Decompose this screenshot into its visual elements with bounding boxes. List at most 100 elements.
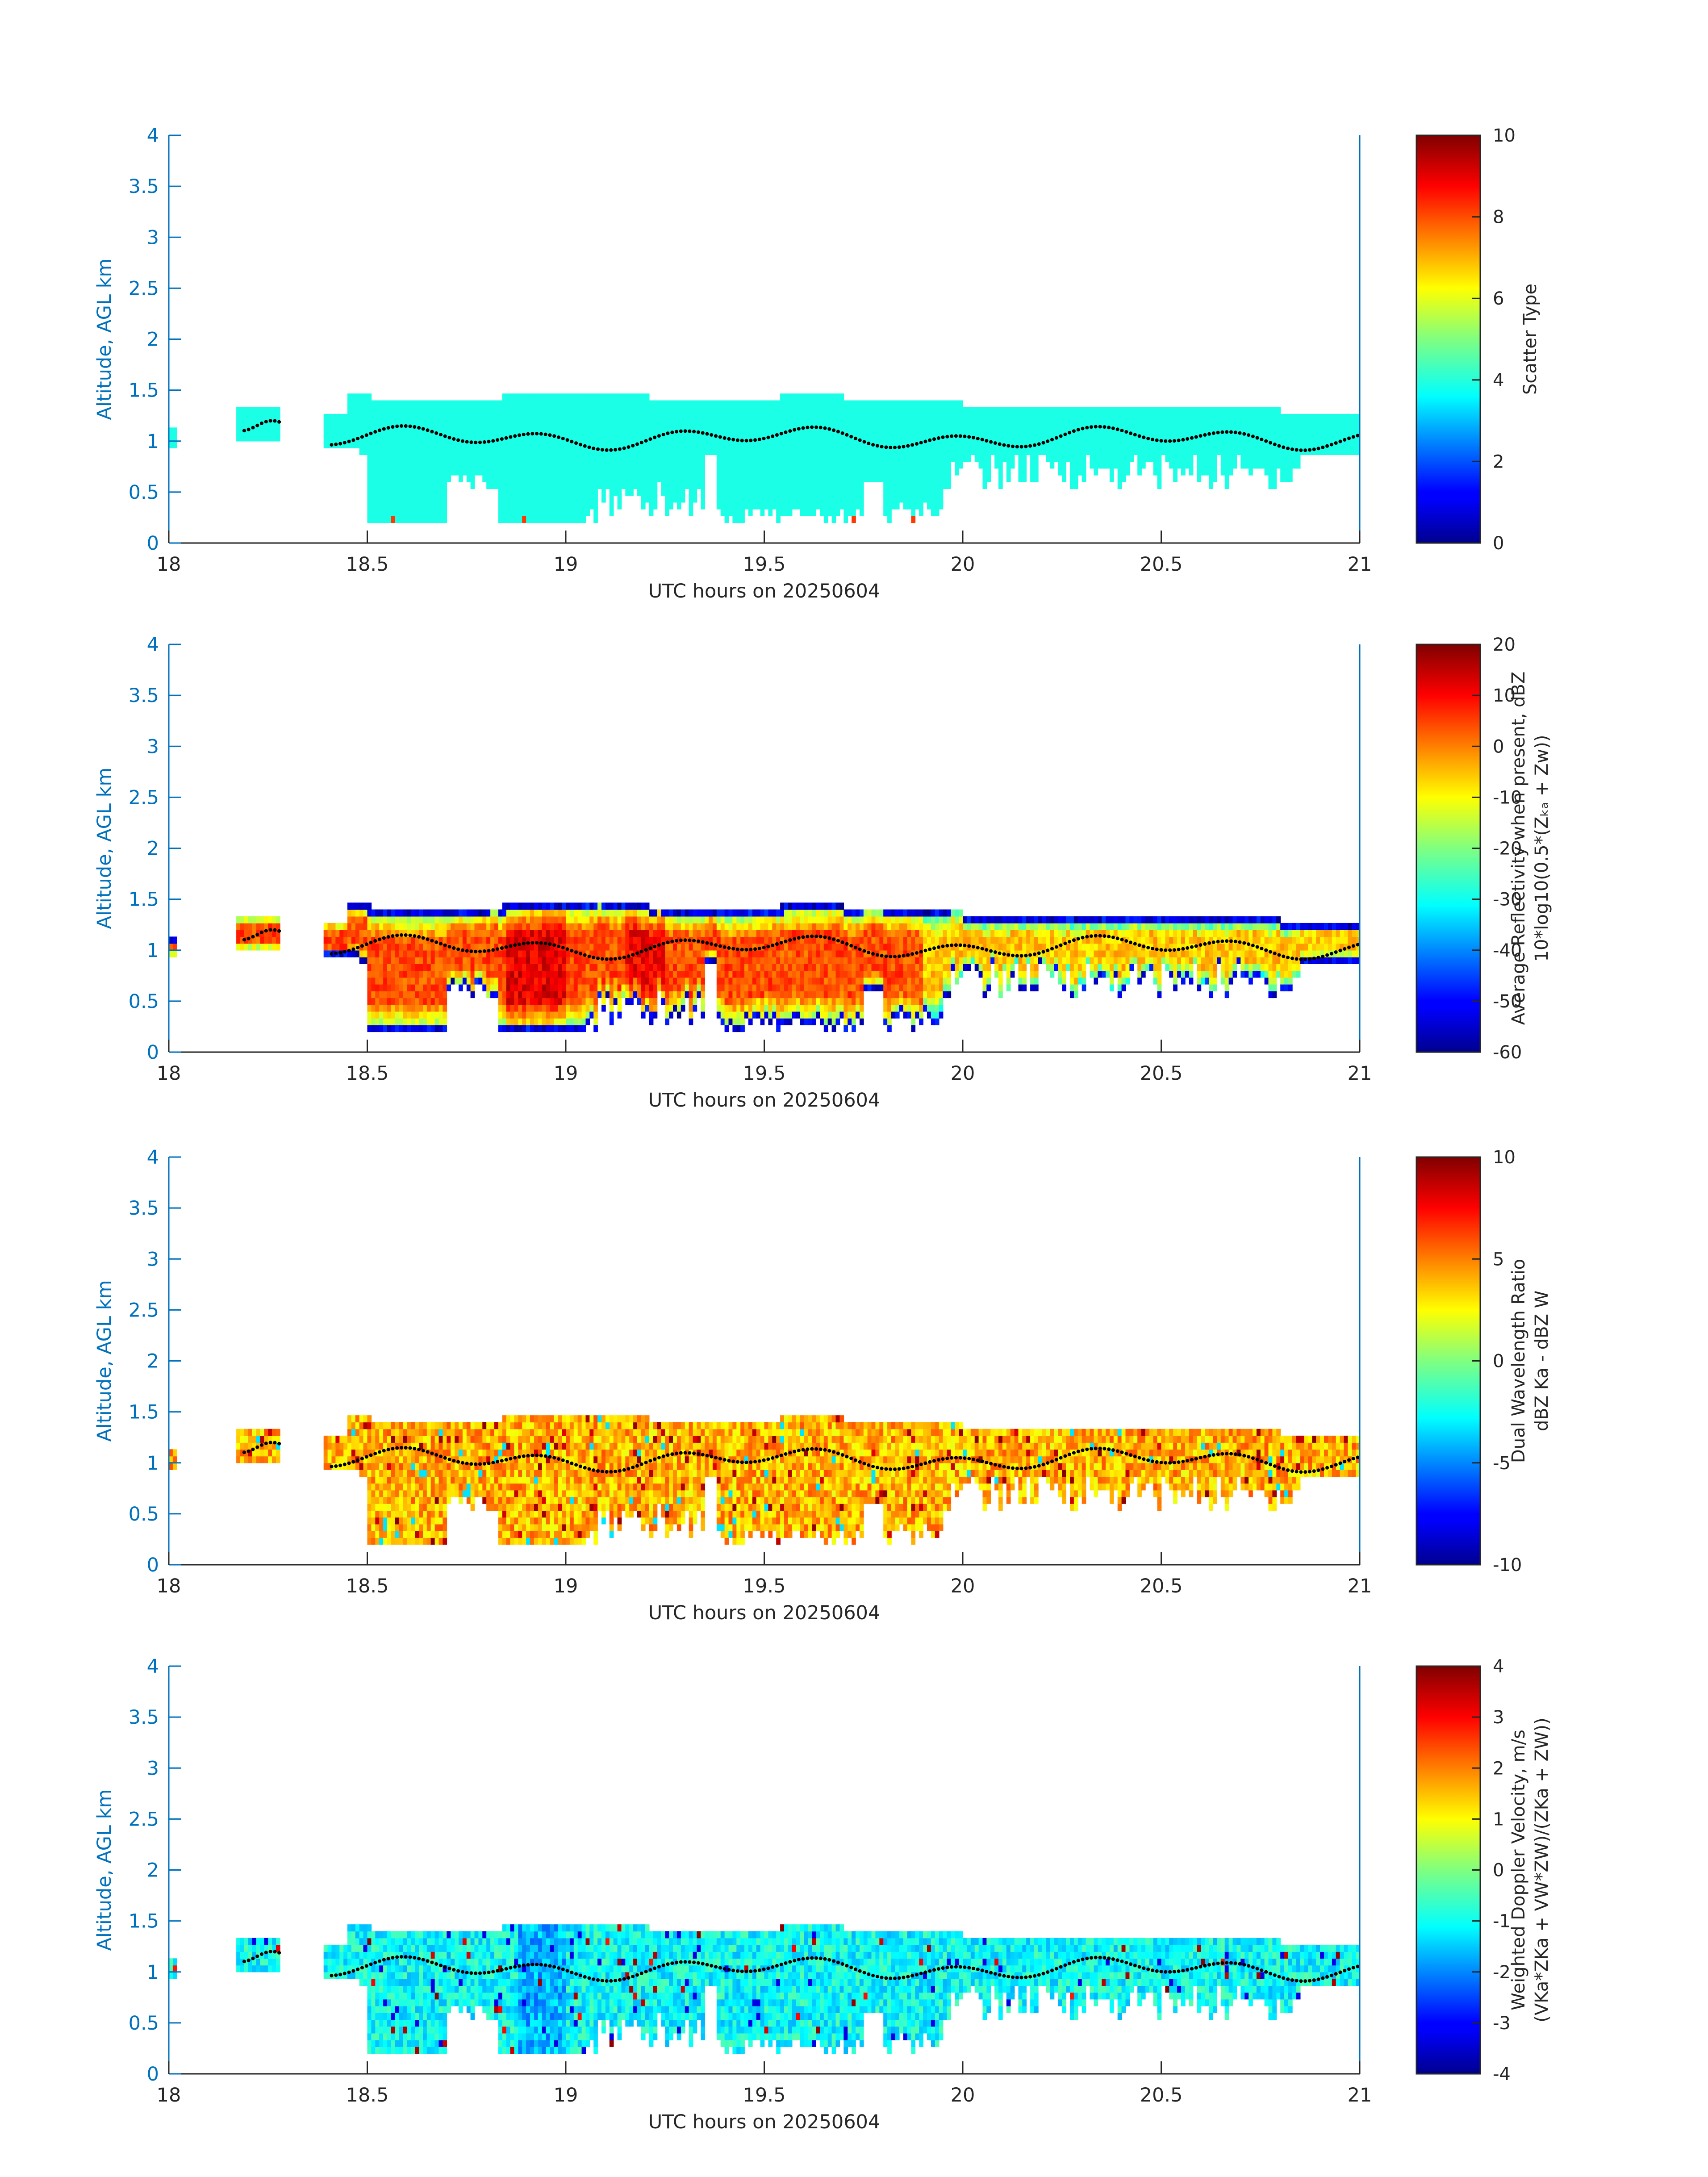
heatmap-cell xyxy=(883,434,888,442)
heatmap-cell xyxy=(712,400,717,408)
heatmap-cell xyxy=(712,427,717,435)
heatmap-cell xyxy=(443,441,447,448)
heatmap-cell xyxy=(478,455,483,462)
marker-dot xyxy=(714,434,718,438)
heatmap-cell xyxy=(693,407,697,414)
heatmap-cell xyxy=(589,427,594,435)
heatmap-cell xyxy=(792,421,797,428)
heatmap-cell xyxy=(1197,414,1202,421)
heatmap-cell xyxy=(685,468,689,476)
heatmap-cell xyxy=(1213,407,1217,414)
heatmap-cell xyxy=(605,936,610,944)
heatmap-cell xyxy=(1157,441,1162,448)
heatmap-cell xyxy=(1026,414,1031,421)
heatmap-cell xyxy=(438,427,443,435)
heatmap-cell xyxy=(506,509,511,516)
heatmap-cell xyxy=(375,916,380,923)
heatmap-cell xyxy=(653,495,658,503)
heatmap-cell xyxy=(466,475,471,482)
heatmap-cell xyxy=(530,502,535,510)
heatmap-cell xyxy=(613,482,618,489)
heatmap-cell xyxy=(724,482,729,489)
heatmap-cell xyxy=(419,950,423,957)
heatmap-cell xyxy=(879,427,884,435)
heatmap-cell xyxy=(391,489,396,496)
heatmap-cell xyxy=(351,930,356,937)
heatmap-cell xyxy=(772,400,777,408)
heatmap-cell xyxy=(1018,461,1023,469)
heatmap-cell xyxy=(490,414,495,421)
x-tick-label: 18.5 xyxy=(346,553,389,576)
heatmap-cell xyxy=(415,970,419,978)
heatmap-cell xyxy=(823,393,828,401)
heatmap-cell xyxy=(681,475,685,482)
marker-dot xyxy=(500,437,504,441)
marker-dot xyxy=(936,436,940,440)
heatmap-cell xyxy=(530,516,535,523)
heatmap-cell xyxy=(569,455,574,462)
heatmap-cell xyxy=(403,998,408,1005)
heatmap-cell xyxy=(518,427,522,435)
heatmap-cell xyxy=(506,427,511,435)
heatmap-cell xyxy=(470,441,475,448)
heatmap-cell xyxy=(780,455,785,462)
heatmap-cell xyxy=(605,909,610,917)
heatmap-cell xyxy=(438,970,443,978)
heatmap-cell xyxy=(1308,421,1313,428)
heatmap-cell xyxy=(883,421,888,428)
heatmap-cell xyxy=(375,495,380,503)
heatmap-cell xyxy=(399,950,404,957)
heatmap-cell xyxy=(573,909,578,917)
heatmap-cell xyxy=(919,482,923,489)
heatmap-cell xyxy=(609,427,614,435)
heatmap-cell xyxy=(585,414,590,421)
heatmap-cell xyxy=(367,903,372,910)
heatmap-cell xyxy=(522,489,526,496)
heatmap-cell xyxy=(959,407,963,414)
heatmap-cell xyxy=(538,502,543,510)
heatmap-cell xyxy=(514,936,519,944)
heatmap-cell xyxy=(629,400,634,408)
heatmap-cell xyxy=(883,475,888,482)
heatmap-cell xyxy=(347,950,352,957)
heatmap-cell xyxy=(780,468,785,476)
heatmap-cell xyxy=(546,909,551,917)
heatmap-cell xyxy=(248,421,253,428)
heatmap-cell xyxy=(451,414,455,421)
marker-dot xyxy=(749,439,753,443)
heatmap-cell xyxy=(1249,421,1253,428)
heatmap-cell xyxy=(240,936,245,944)
marker-dot xyxy=(592,447,596,451)
heatmap-cell xyxy=(562,1011,566,1019)
heatmap-cell xyxy=(641,407,646,414)
heatmap-cell xyxy=(927,434,931,442)
heatmap-cell xyxy=(764,502,769,510)
heatmap-cell xyxy=(470,909,475,917)
heatmap-cell xyxy=(597,991,602,999)
heatmap-cell xyxy=(518,489,522,496)
heatmap-cell xyxy=(323,434,328,442)
heatmap-cell xyxy=(546,977,551,985)
heatmap-cell xyxy=(494,936,499,944)
heatmap-cell xyxy=(518,903,522,910)
heatmap-cell xyxy=(716,400,721,408)
heatmap-cell xyxy=(411,943,415,951)
heatmap-cell xyxy=(1066,407,1070,414)
heatmap-cell xyxy=(395,482,400,489)
heatmap-cell xyxy=(899,400,904,408)
marker-dot xyxy=(635,442,639,446)
heatmap-cell xyxy=(609,441,614,448)
heatmap-cell xyxy=(359,923,364,930)
heatmap-cell xyxy=(1197,468,1202,476)
heatmap-cell xyxy=(1149,407,1154,414)
heatmap-cell xyxy=(387,489,392,496)
heatmap-cell xyxy=(709,414,713,421)
heatmap-cell xyxy=(744,448,749,455)
heatmap-cell xyxy=(554,984,558,991)
heatmap-cell xyxy=(613,998,618,1005)
heatmap-cell xyxy=(1268,448,1273,455)
marker-dot xyxy=(753,438,757,442)
heatmap-cell xyxy=(395,516,400,523)
heatmap-cell xyxy=(1082,468,1086,476)
heatmap-cell xyxy=(526,414,530,421)
